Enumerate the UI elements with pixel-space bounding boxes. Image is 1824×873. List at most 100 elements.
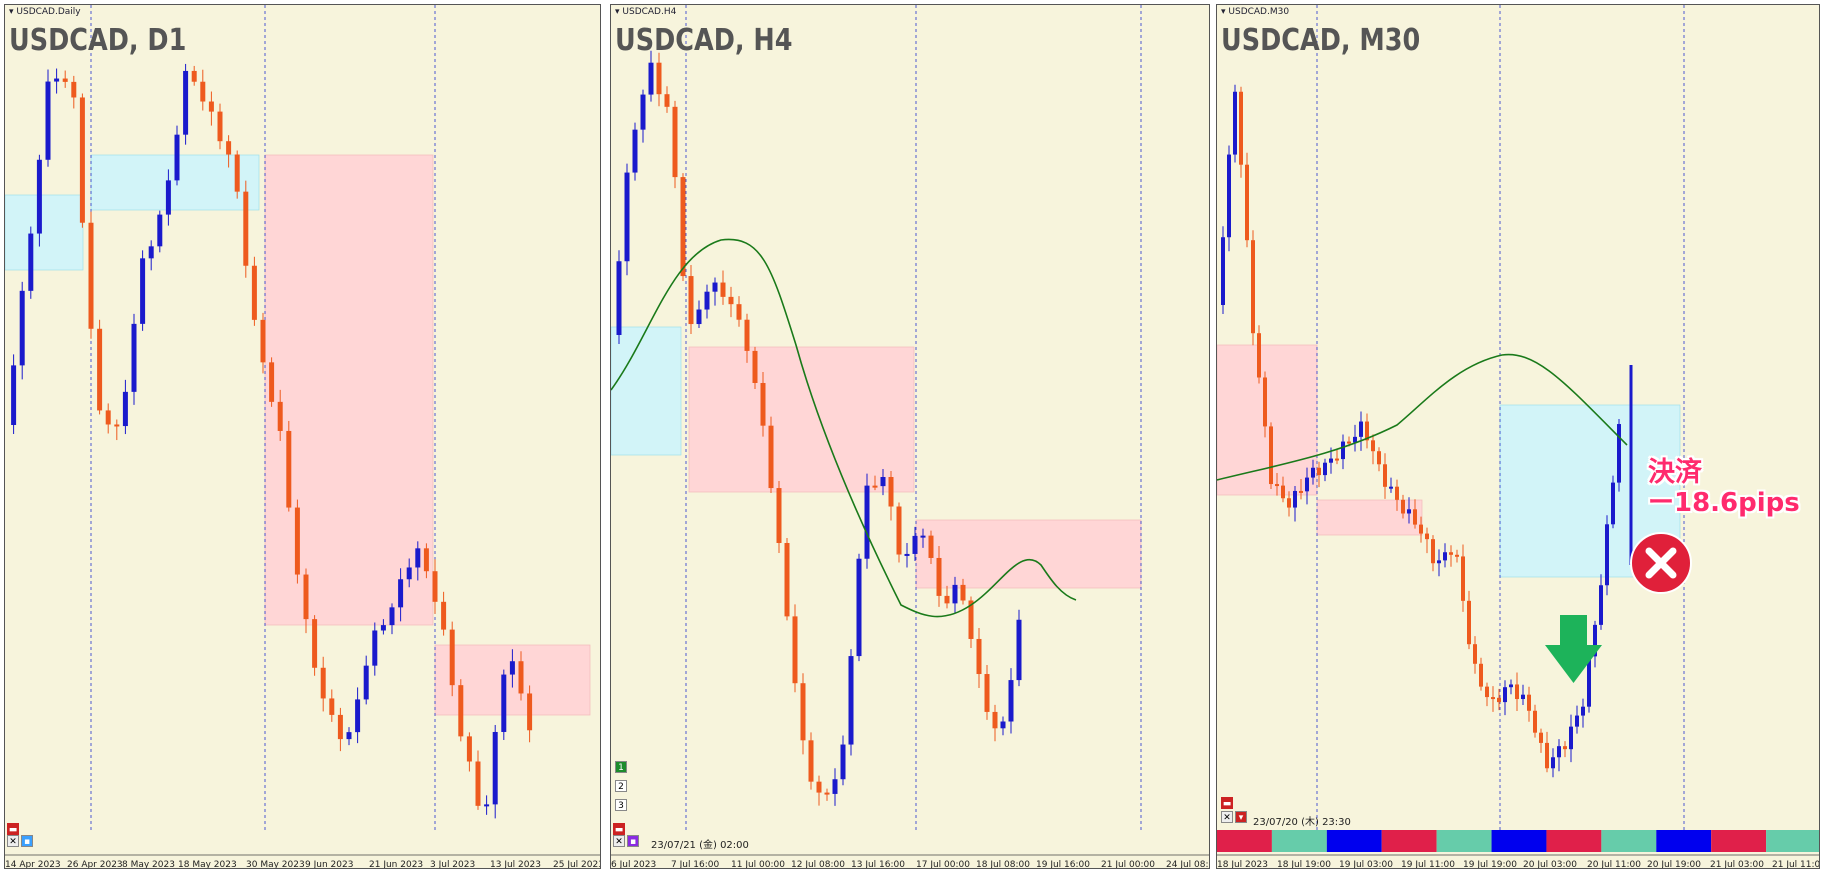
indicator-button[interactable]: ▪ <box>21 835 33 847</box>
x-tick-label: 25 Jul 2023 <box>553 860 601 869</box>
candle-body <box>856 558 862 657</box>
candle-body <box>183 70 189 135</box>
candle-body <box>251 265 257 320</box>
dropdown-button[interactable]: ▾ <box>1235 811 1247 823</box>
candle-body <box>1485 686 1489 698</box>
candle-body <box>1491 697 1495 700</box>
candle-body <box>1353 436 1357 443</box>
indicator-button-2[interactable]: 2 <box>615 780 627 792</box>
candle-body <box>1383 464 1387 487</box>
chart-symbol-label: ▾ USDCAD.H4 <box>615 7 676 17</box>
close-chart-button[interactable]: ✕ <box>7 835 19 847</box>
candle-body <box>475 761 481 806</box>
chart-symbol-label: ▾ USDCAD.M30 <box>1221 7 1289 17</box>
candle-body <box>1479 663 1483 687</box>
candle-body <box>423 548 429 572</box>
candle-body <box>760 382 766 426</box>
strength-bar-segment <box>1491 830 1547 852</box>
candle-body <box>616 261 622 335</box>
dropdown-arrow-icon[interactable]: ▾ <box>9 7 17 17</box>
candle-body <box>11 365 17 425</box>
candle-body <box>157 214 163 247</box>
candle-body <box>728 296 734 305</box>
candle-body <box>1503 687 1507 703</box>
close-chart-button[interactable]: ✕ <box>1221 811 1233 823</box>
minimize-button[interactable]: ▬ <box>7 823 19 835</box>
symbol-label-text: USDCAD.M30 <box>1228 7 1290 17</box>
candle-body <box>1587 656 1591 707</box>
close-x-mark <box>1645 547 1677 579</box>
moving-average-line <box>611 238 1077 618</box>
candle-body <box>888 476 894 507</box>
candle-body <box>1377 451 1381 465</box>
candle-body <box>1425 533 1429 540</box>
indicator-button-1[interactable]: 1 <box>615 761 627 773</box>
crosshair-time-label: 23/07/21 (金) 02:00 <box>651 840 749 851</box>
candle-body <box>736 304 742 320</box>
candle-body <box>968 600 974 639</box>
candle-body <box>1539 732 1543 743</box>
candle-body <box>992 711 998 729</box>
candle-body <box>640 94 646 130</box>
candle-body <box>1257 333 1261 378</box>
candle-body <box>346 732 352 740</box>
strength-bar-segment <box>1271 830 1327 852</box>
candle-body <box>928 535 934 558</box>
candle-body <box>320 667 326 699</box>
sell-arrow-icon <box>1545 615 1602 683</box>
candle-body <box>208 101 214 112</box>
close-chart-button[interactable]: ✕ <box>613 835 625 847</box>
x-tick-label: 20 Jul 03:00 <box>1523 860 1577 869</box>
x-tick-label: 12 Jul 08:00 <box>791 860 845 869</box>
candle-body <box>492 731 498 805</box>
crosshair-time-label: 23/07/20 (木) 23:30 <box>1253 817 1351 828</box>
candle-body <box>1593 624 1597 657</box>
candle-body <box>896 506 902 555</box>
moving-average-line <box>1217 353 1628 481</box>
candle-body <box>656 62 662 95</box>
x-tick-label: 19 Jul 16:00 <box>1036 860 1090 869</box>
candle-body <box>808 740 814 782</box>
candle-body <box>1515 684 1519 700</box>
x-tick-label: 19 Jul 03:00 <box>1339 860 1393 869</box>
x-tick-label: 19 Jul 19:00 <box>1463 860 1517 869</box>
candle-body <box>1263 377 1267 427</box>
chart-pane-d1[interactable]: ▾ USDCAD.Daily USDCAD, D1 14 Apr 2023 26 … <box>4 4 601 869</box>
chart-canvas-m30[interactable]: 18 Jul 2023 18 Jul 19:00 19 Jul 03:00 19 Ju… <box>1217 5 1820 869</box>
candle-body <box>1000 721 1006 729</box>
candle-body <box>1293 490 1297 508</box>
dropdown-arrow-icon[interactable]: ▾ <box>1221 7 1229 17</box>
candle-body <box>816 781 822 793</box>
x-tick-label: 18 Jul 19:00 <box>1277 860 1331 869</box>
candle-body <box>234 154 240 192</box>
candle-body <box>704 291 710 310</box>
indicator-button-3[interactable]: 3 <box>615 799 627 811</box>
dropdown-arrow-icon[interactable]: ▾ <box>615 7 623 17</box>
strength-bar-segment <box>1326 830 1382 852</box>
strength-bar-segment <box>1436 830 1492 852</box>
minimize-button[interactable]: ▬ <box>613 823 625 835</box>
chart-pane-m30[interactable]: ▾ USDCAD.M30 USDCAD, M30 18 Jul 2023 18 J… <box>1216 4 1820 869</box>
candle-body <box>1317 467 1321 476</box>
candle-body <box>1359 421 1363 437</box>
candle-body <box>880 476 886 487</box>
strength-bar-segment <box>1601 830 1657 852</box>
candle-body <box>19 290 25 366</box>
candle-body <box>912 535 918 554</box>
indicator-button[interactable]: ▪ <box>627 835 639 847</box>
candle-body <box>449 629 455 686</box>
chart-canvas-h4[interactable]: 6 Jul 2023 7 Jul 16:00 11 Jul 00:00 12 Jul … <box>611 5 1210 869</box>
candle-body <box>1287 498 1291 508</box>
chart-canvas-d1[interactable]: 14 Apr 2023 26 Apr 2023 8 May 2023 18 May 2… <box>5 5 601 869</box>
symbol-label-text: USDCAD.Daily <box>16 7 81 17</box>
candle-body <box>1449 552 1453 555</box>
x-tick-label: 11 Jul 00:00 <box>731 860 785 869</box>
x-tick-label: 19 Jul 11:00 <box>1401 860 1455 869</box>
chart-pane-h4[interactable]: ▾ USDCAD.H4 USDCAD, H4 6 Jul 2023 7 Jul 1… <box>610 4 1210 869</box>
candle-body <box>936 557 942 596</box>
minimize-button[interactable]: ▬ <box>1221 797 1233 809</box>
candle-body <box>1599 585 1603 625</box>
candle-body <box>1617 424 1621 483</box>
candle-body <box>1239 91 1243 165</box>
candle-body <box>1467 600 1471 645</box>
